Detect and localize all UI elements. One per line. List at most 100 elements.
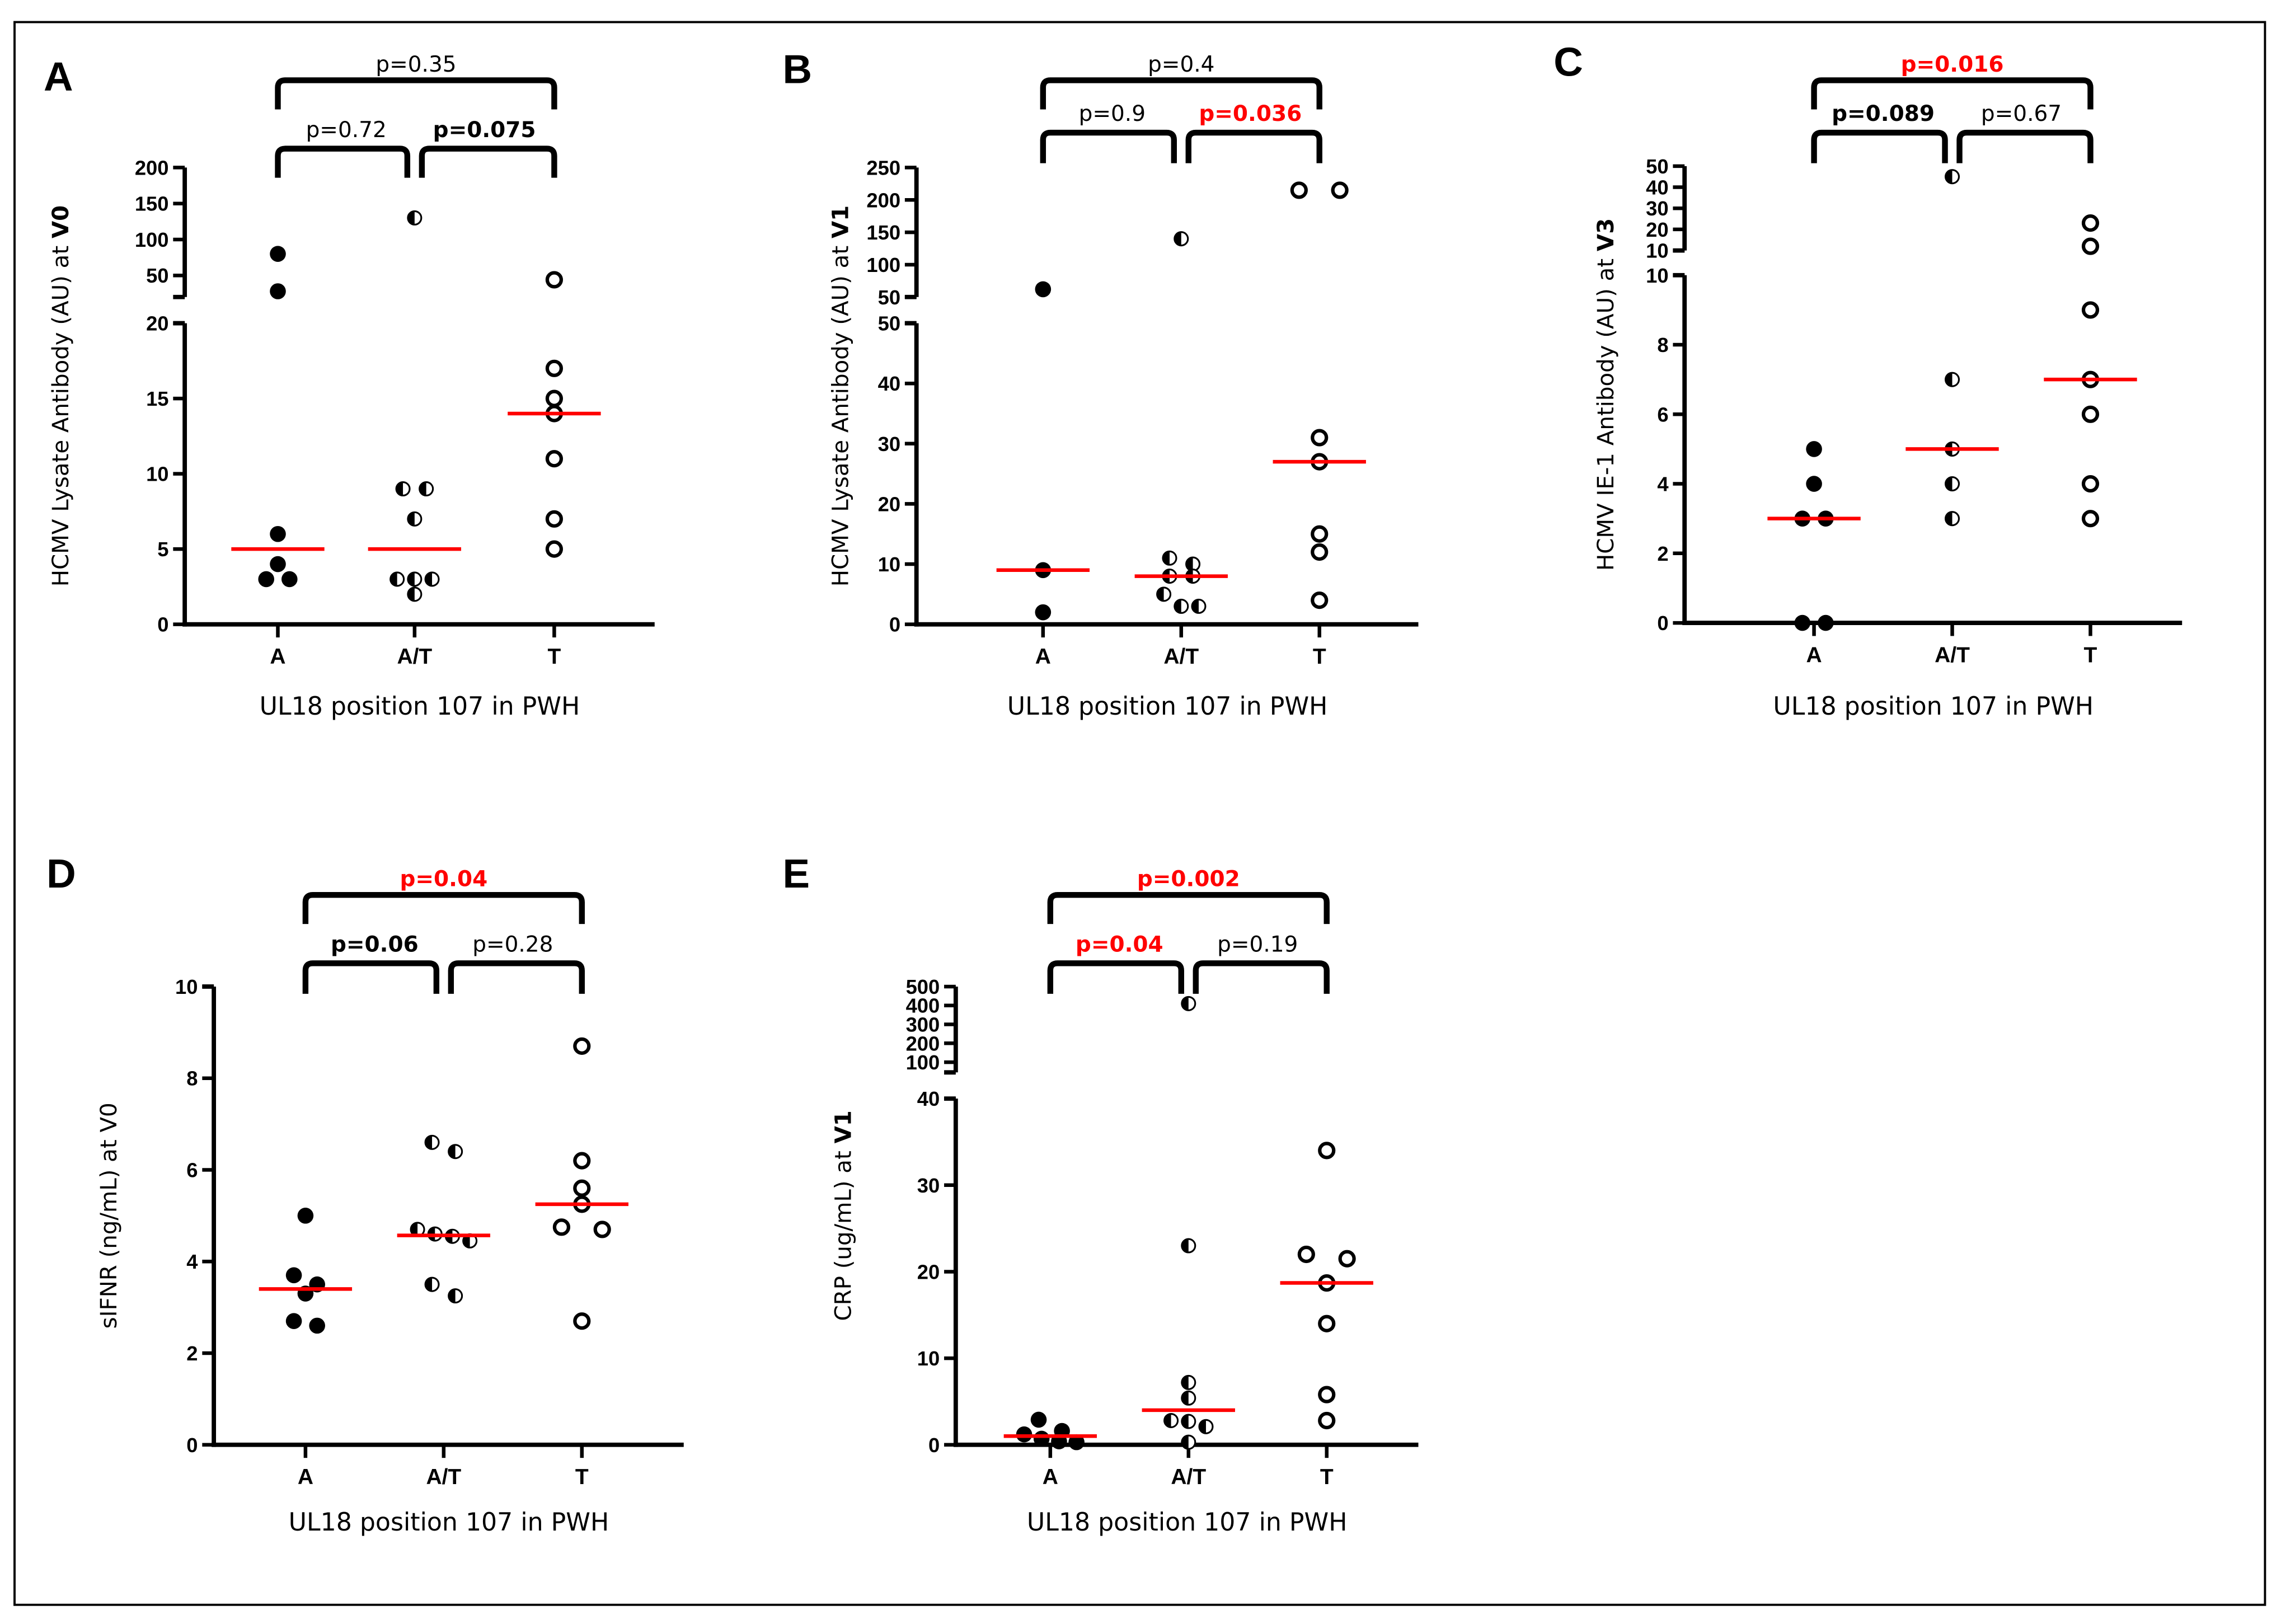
y-tick-label: 0 xyxy=(186,1434,198,1457)
y-tick-label: 40 xyxy=(1646,176,1668,199)
data-point-at xyxy=(1191,598,1207,614)
y-tick-label: 30 xyxy=(1646,197,1668,220)
y-tick-label: 0 xyxy=(1657,612,1668,635)
data-point-t xyxy=(545,389,564,407)
half-marker-fill xyxy=(1163,551,1170,565)
bracket-at-vs-t xyxy=(1185,129,1322,163)
y-tick-label: 6 xyxy=(1657,403,1668,426)
y-tick-label: 100 xyxy=(135,228,169,251)
data-point-at xyxy=(424,1276,440,1292)
y-axis-label: HCMV Lysate Antibody (AU) at V1 xyxy=(828,205,854,586)
data-point-at xyxy=(407,210,423,226)
p-value-label: p=0.04 xyxy=(400,867,487,892)
data-point-at xyxy=(410,1222,425,1237)
data-point-at xyxy=(462,1233,478,1248)
data-point-t xyxy=(1331,181,1349,199)
data-point-a xyxy=(285,1313,302,1329)
data-point-at xyxy=(424,571,440,587)
x-tick-label: T xyxy=(1320,1465,1334,1489)
data-point-at xyxy=(395,481,411,497)
y-tick-label: 50 xyxy=(878,286,900,309)
data-point-at xyxy=(1181,1374,1196,1390)
data-point-t xyxy=(1290,181,1308,199)
data-point-t xyxy=(593,1221,611,1238)
bracket-at-vs-t xyxy=(1956,129,2094,163)
half-marker-fill xyxy=(1181,997,1189,1011)
y-axis-label-text: HCMV Lysate Antibody (AU) at xyxy=(48,238,74,586)
panel-letter: A xyxy=(44,54,73,100)
x-axis-label: UL18 position 107 in PWH xyxy=(1007,692,1328,721)
y-tick-label: 250 xyxy=(866,156,900,179)
y-tick-label: 4 xyxy=(186,1250,198,1273)
half-marker-fill xyxy=(407,572,415,586)
p-value-label: p=0.67 xyxy=(1981,101,2062,126)
y-axis-label: HCMV Lysate Antibody (AU) at V0 xyxy=(48,205,74,586)
bracket-a-vs-at xyxy=(1040,129,1177,163)
p-value-label: p=0.002 xyxy=(1137,867,1240,892)
data-point-a xyxy=(1035,281,1052,298)
y-tick-label: 20 xyxy=(146,312,168,335)
bracket-a-vs-at xyxy=(302,960,440,994)
y-tick-label: 30 xyxy=(917,1174,940,1197)
p-value-label: p=0.9 xyxy=(1079,101,1146,126)
half-marker-fill xyxy=(407,512,415,526)
y-tick-label: 4 xyxy=(1657,473,1669,496)
data-point-at xyxy=(1156,586,1172,602)
panel-letter: C xyxy=(1553,40,1583,85)
y-tick-label: 8 xyxy=(186,1067,198,1090)
data-point-t xyxy=(1311,592,1329,609)
y-tick-label: 0 xyxy=(928,1434,940,1457)
x-axis-label: UL18 position 107 in PWH xyxy=(260,692,580,721)
panel-a: A 0 5 10 15 20 50 100 150 200 A A/T T UL18 position 1… xyxy=(44,52,655,721)
half-marker-fill xyxy=(396,482,403,496)
y-axis-label-visit: V3 xyxy=(1593,218,1619,251)
data-point-a xyxy=(1806,441,1822,457)
x-tick-label: A xyxy=(1806,643,1822,667)
y-tick-label: 2 xyxy=(1657,542,1668,565)
y-tick-label: 20 xyxy=(917,1260,940,1283)
bracket-a-vs-at xyxy=(1811,129,1948,163)
y-tick-label: 6 xyxy=(186,1158,198,1181)
data-point-t xyxy=(2081,405,2100,423)
data-point-t xyxy=(2081,301,2100,319)
data-point-a xyxy=(270,283,286,299)
half-marker-fill xyxy=(463,1234,470,1248)
data-point-t xyxy=(1311,525,1329,543)
p-value-label: p=0.4 xyxy=(1148,52,1214,77)
data-point-at xyxy=(1944,169,1960,185)
half-marker-fill xyxy=(1181,1376,1189,1390)
bracket-a-vs-at xyxy=(1047,960,1184,994)
y-tick-label: 5 xyxy=(157,538,168,561)
x-tick-label: A/T xyxy=(397,645,432,669)
data-point-a xyxy=(1806,476,1822,492)
p-value-label: p=0.04 xyxy=(1076,932,1163,957)
x-tick-label: A/T xyxy=(1935,643,1970,667)
data-point-at xyxy=(407,586,423,602)
y-tick-label: 300 xyxy=(906,1013,940,1036)
p-value-label: p=0.06 xyxy=(331,932,419,957)
data-point-t xyxy=(573,1037,591,1055)
data-point-t xyxy=(2081,475,2100,493)
half-marker-fill xyxy=(411,1222,418,1236)
y-tick-label: 150 xyxy=(135,193,169,215)
bracket-a-vs-at xyxy=(275,145,411,178)
half-marker-fill xyxy=(1186,557,1193,571)
y-axis-label: sIFNR (ng/mL) at V0 xyxy=(96,1102,122,1329)
bracket-a-vs-t xyxy=(275,77,557,110)
data-point-at xyxy=(448,1144,463,1160)
data-point-at xyxy=(1944,476,1960,492)
data-point-a xyxy=(270,556,286,572)
half-marker-fill xyxy=(390,572,397,586)
panel-b: B 0 10 20 30 40 50 50 100 150 200 250 A A/T T UL18 posi… xyxy=(783,47,1419,721)
half-marker-fill xyxy=(1181,1415,1189,1428)
data-point-t xyxy=(1338,1250,1356,1268)
y-tick-label: 50 xyxy=(1646,155,1668,178)
panel-letter: B xyxy=(783,47,813,92)
x-tick-label: A xyxy=(1043,1465,1058,1489)
panel-letter: E xyxy=(783,851,810,897)
y-tick-label: 10 xyxy=(146,463,168,486)
y-tick-label: 50 xyxy=(878,312,900,335)
y-axis-label-text: HCMV Lysate Antibody (AU) at xyxy=(828,238,854,586)
data-point-a xyxy=(1068,1434,1085,1451)
